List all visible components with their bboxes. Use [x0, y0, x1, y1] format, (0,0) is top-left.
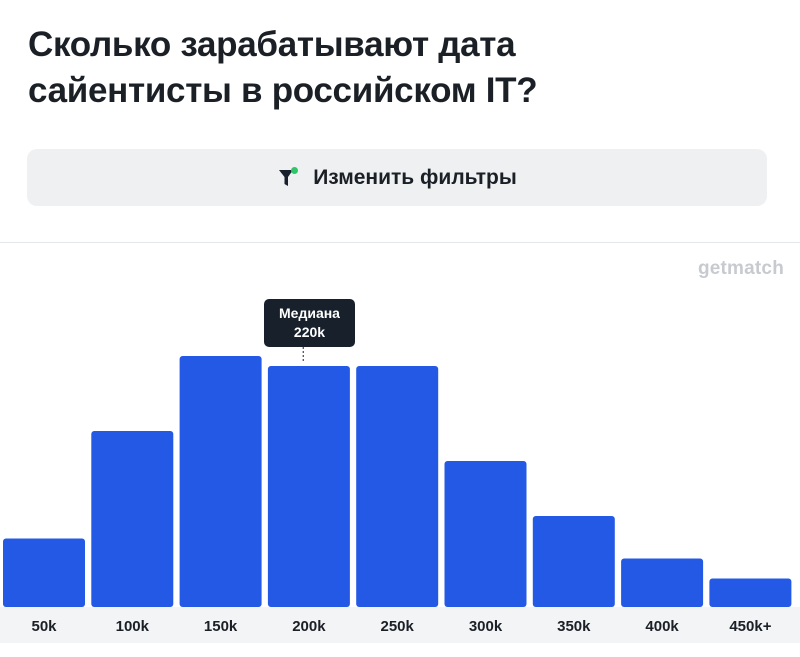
bar-150k [179, 356, 262, 607]
brand-logo: getmatch [697, 258, 784, 279]
x-tick-label: 200k [292, 618, 326, 635]
x-tick-label: 450k+ [729, 618, 771, 635]
bar-50k [3, 538, 85, 607]
median-value: 220k [293, 324, 326, 340]
change-filters-label: Изменить фильтры [313, 165, 517, 189]
bar-400k [621, 558, 704, 607]
bar-450k+ [709, 578, 792, 607]
bar-300k [444, 461, 527, 607]
bar-250k [356, 366, 439, 607]
x-tick-label: 250k [381, 618, 415, 635]
x-tick-label: 100k [116, 618, 150, 635]
page-title: Сколько зарабатывают дата сайентисты в р… [28, 25, 538, 110]
x-tick-label: 150k [204, 618, 238, 635]
bar-100k [91, 431, 174, 607]
x-tick-label: 350k [557, 618, 591, 635]
change-filters-button[interactable]: Изменить фильтры [27, 149, 767, 206]
median-tooltip: Медиана 220k [264, 299, 355, 347]
x-tick-label: 400k [645, 618, 679, 635]
filter-icon [279, 166, 299, 186]
x-axis-band [0, 607, 800, 643]
histogram-chart: 50k 100k 150k 200k 250k 300k 350k 400k 450k+ [3, 347, 792, 635]
bar-200k [267, 366, 350, 607]
median-title: Медиана [279, 305, 340, 321]
x-tick-label: 300k [469, 618, 503, 635]
section-divider [0, 242, 800, 243]
x-tick-label: 50k [31, 618, 57, 635]
bar-350k [532, 516, 615, 607]
